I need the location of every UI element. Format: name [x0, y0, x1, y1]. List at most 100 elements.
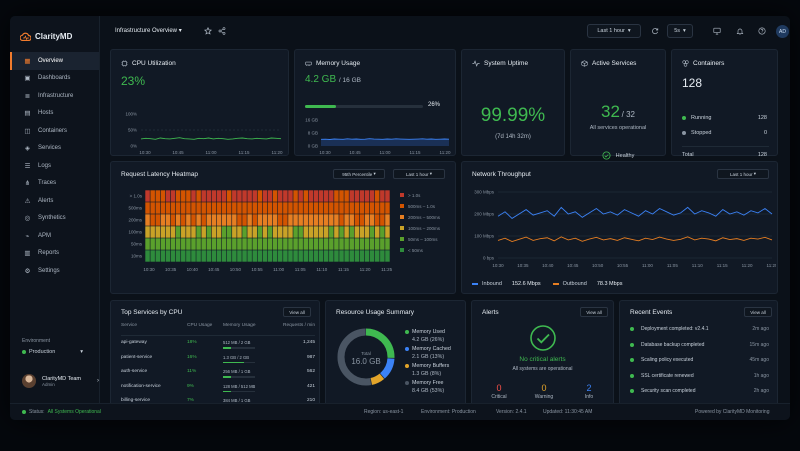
sidebar-item-reports[interactable]: ▥ Reports [10, 245, 99, 263]
resource-summary-card: Resource Usage Summary Total 16.0 GB Memo… [325, 300, 466, 407]
logo[interactable]: ClarityMD [10, 16, 99, 46]
heatmap-cell [155, 250, 161, 262]
network-x-tick: 11:10 [692, 263, 703, 268]
heatmap-cell [201, 238, 206, 250]
heatmap-cell [247, 250, 252, 262]
alerts-view-all-button[interactable]: View all [580, 307, 608, 317]
cpu-x-tick: 11:15 [239, 150, 250, 155]
outbound-value: 78.3 Mbps [596, 281, 623, 287]
heatmap-cell [181, 238, 186, 250]
event-item[interactable]: Database backup completed 15m ago [630, 342, 769, 348]
uptime-value: 99.99% [480, 105, 546, 126]
network-range-select[interactable]: Last 1 hour ▾ [717, 169, 769, 179]
table-row[interactable]: notification-service 9% 128 MB / 512 MB 421 [121, 384, 315, 394]
table-row[interactable]: patient-service 16% 1.3 GB / 2 GB 987 [121, 355, 315, 365]
heatmap-cell [339, 250, 344, 262]
app-window: ClarityMD ▦ Overview ▣ Dashboards ≣ Infrastru… [10, 16, 790, 420]
service-memory: 128 MB / 512 MB [223, 383, 256, 389]
event-item[interactable]: Scaling policy executed 45m ago [630, 357, 769, 363]
memory-title-label: Memory Usage [316, 60, 361, 67]
heatmap-cell [364, 202, 370, 214]
heatmap-cell [191, 250, 196, 262]
inbound-value: 152.6 Mbps [511, 281, 541, 287]
sidebar-item-alerts[interactable]: ⚠ Alerts [10, 192, 99, 210]
uptime-detail: (7d 14h 32m) [495, 134, 531, 140]
memory-bar-track [223, 390, 255, 392]
breadcrumb-label: Infrastructure Overview [115, 28, 178, 34]
sidebar-item-dashboards[interactable]: ▣ Dashboards [10, 70, 99, 88]
service-requests: 562 [306, 369, 315, 374]
environment-select[interactable]: Production ▾ [22, 349, 83, 355]
event-item[interactable]: Deployment completed: v2.4.1 2m ago [630, 326, 769, 332]
chevron-down-icon: ▾ [753, 171, 757, 176]
table-row[interactable]: api-gateway 18% 512 MB / 2 GB 1,245 [121, 340, 315, 350]
cpu-x-tick: 10:45 [172, 150, 184, 155]
sidebar-item-synthetics[interactable]: ◎ Synthetics [10, 210, 99, 228]
powered-by: Powered by ClarityMD Monitoring [695, 409, 770, 415]
bell-icon[interactable] [736, 27, 744, 35]
star-icon[interactable] [204, 27, 212, 35]
sidebar-item-logs[interactable]: ☰ Logs [10, 157, 99, 175]
heatmap-cell [165, 238, 171, 250]
cpu-title: CPU Utilization [121, 60, 176, 67]
service-requests: 421 [306, 383, 315, 389]
topbar: Infrastructure Overview ▾ Last 1 hour ▾ 5… [101, 16, 790, 46]
heatmap-cell [191, 202, 196, 214]
heatmap-y-label: 10ms [131, 254, 143, 259]
memory-bar-track [223, 361, 255, 363]
share-icon[interactable] [218, 27, 226, 35]
heatmap-cell [252, 238, 257, 250]
monitor-icon[interactable] [713, 27, 721, 35]
alert-count-label: Critical [491, 394, 507, 400]
event-time: 2m ago [752, 326, 769, 332]
resource-title: Resource Usage Summary [336, 309, 414, 316]
sidebar-item-settings[interactable]: ⚙ Settings [10, 262, 99, 280]
top-services-view-all-button[interactable]: View all [283, 307, 311, 317]
memory-value-line: 4.2 GB / 16 GB [305, 74, 361, 85]
heatmap-cell [272, 226, 278, 238]
sidebar-item-apm[interactable]: ⌁ APM [10, 227, 99, 245]
time-range-select[interactable]: Last 1 hour ▾ [587, 24, 641, 38]
user-avatar-button[interactable]: AD [776, 25, 789, 38]
sidebar-item-containers[interactable]: ◫ Containers [10, 122, 99, 140]
sidebar-item-services[interactable]: ◈ Services [10, 140, 99, 158]
view-all-label: View all [750, 309, 766, 315]
memory-bar-fill [223, 361, 244, 363]
heatmap-cell [380, 190, 385, 202]
percentile-select[interactable]: 95th Percentile ▾ [333, 169, 385, 179]
uptime-title: System Uptime [472, 60, 528, 67]
sidebar-item-traces[interactable]: ⋔ Traces [10, 175, 99, 193]
sidebar-item-infrastructure[interactable]: ≣ Infrastructure [10, 87, 99, 105]
containers-value: 128 [682, 76, 703, 90]
table-row[interactable]: auth-service 11% 256 MB / 1 GB 562 [121, 369, 315, 379]
legend-swatch [400, 248, 404, 252]
heatmap-cell [349, 226, 354, 238]
heatmap-cell [226, 250, 232, 262]
heatmap-cell [247, 202, 252, 214]
refresh-interval-select[interactable]: 5s ▾ [667, 24, 693, 38]
refresh-icon[interactable] [651, 27, 659, 35]
heatmap-cell [385, 250, 390, 262]
heatmap-cell [334, 250, 339, 262]
alert-count-value: 2 [586, 383, 592, 393]
network-x-tick: 11:05 [667, 263, 678, 268]
active-services-title: Active Services [581, 60, 636, 67]
sidebar-item-hosts[interactable]: ▤ Hosts [10, 105, 99, 123]
heatmap-range-select[interactable]: Last 1 hour ▾ [393, 169, 445, 179]
sidebar-item-overview[interactable]: ▦ Overview [10, 52, 99, 70]
heatmap-cell [293, 190, 298, 202]
help-icon[interactable] [758, 27, 766, 35]
service-name: notification-service [121, 383, 161, 389]
heatmap-cell [252, 190, 257, 202]
heatmap-cell [160, 238, 166, 250]
heatmap-cell [369, 238, 375, 250]
heatmap-cell [262, 202, 268, 214]
breadcrumb[interactable]: Infrastructure Overview ▾ [115, 27, 182, 34]
divider [121, 335, 315, 336]
user-profile[interactable]: ClarityMD Team Admin › [22, 374, 99, 388]
heatmap-cell [196, 202, 201, 214]
event-item[interactable]: SSL certificate renewed 1h ago [630, 373, 769, 379]
event-item[interactable]: Security scan completed 2h ago [630, 388, 769, 394]
heatmap-cell [165, 226, 171, 238]
events-view-all-button[interactable]: View all [744, 307, 772, 317]
